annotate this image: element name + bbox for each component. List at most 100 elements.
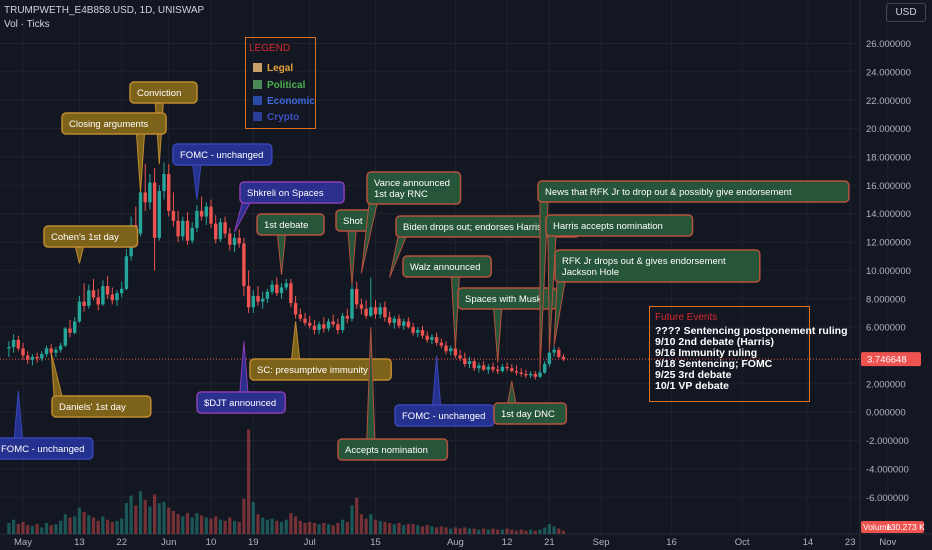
future-event-line: 10/1 VP debate xyxy=(655,380,729,392)
callout-label: 1st day RNC xyxy=(374,189,428,200)
callout-box xyxy=(493,402,568,425)
volume-bar xyxy=(420,526,425,534)
volume-bar xyxy=(336,523,340,534)
volume-bar xyxy=(557,528,561,534)
volume-bar xyxy=(284,519,288,534)
future-event-line: 9/16 Immunity ruling xyxy=(655,347,758,359)
candle-body xyxy=(505,366,509,369)
legend-item-political: Political xyxy=(253,80,305,91)
chart-header: TRUMPWETH_E4B858.USD, 1D, UNISWAP Vol · … xyxy=(4,4,204,32)
candle-body xyxy=(284,283,288,288)
candle-body xyxy=(87,290,91,306)
x-tick-label: 22 xyxy=(116,537,127,548)
y-tick-label: 26.000000 xyxy=(866,39,911,50)
volume-bar xyxy=(251,502,255,534)
x-tick-label: Aug xyxy=(447,537,464,548)
callout-box xyxy=(537,180,850,203)
x-tick-label: 16 xyxy=(666,537,677,548)
candle-body xyxy=(223,222,227,234)
volume-bar xyxy=(289,513,293,534)
volume-bar xyxy=(68,517,72,534)
volume-bar xyxy=(505,528,509,534)
volume-bar xyxy=(261,517,265,534)
volume-bar xyxy=(157,503,161,534)
volume-bar xyxy=(30,526,34,534)
volume-bar xyxy=(383,521,387,534)
volume-bar xyxy=(129,495,133,534)
callout-label: 1st debate xyxy=(264,220,308,231)
volume-bar xyxy=(59,520,63,534)
candle-body xyxy=(477,365,481,369)
volume-bar xyxy=(388,523,392,534)
volume-bar xyxy=(134,505,138,534)
candle-body xyxy=(167,173,171,211)
volume-indicator-label: Vol · Ticks xyxy=(4,19,50,30)
candle-body xyxy=(105,286,110,295)
volume-bar xyxy=(538,529,542,534)
x-tick-label: 10 xyxy=(206,537,217,548)
candle-body xyxy=(416,329,420,333)
candle-body xyxy=(481,365,486,370)
volume-bar xyxy=(561,530,566,534)
candle-body xyxy=(26,355,30,360)
candle-body xyxy=(289,283,293,304)
candle-body xyxy=(58,345,63,350)
volume-bar xyxy=(115,520,119,534)
volume-bar xyxy=(449,528,453,534)
candle-body xyxy=(397,318,401,326)
candle-body xyxy=(355,288,359,305)
volume-bar xyxy=(242,498,246,534)
callout-box xyxy=(129,81,198,104)
candle-body xyxy=(528,373,533,376)
currency-button[interactable]: USD xyxy=(886,3,926,22)
volume-bar xyxy=(190,517,194,534)
volume-bar xyxy=(369,514,373,534)
x-tick-label: 15 xyxy=(370,537,381,548)
legend-item-crypto: Crypto xyxy=(253,112,299,123)
callout-label: Walz announced xyxy=(410,262,480,273)
symbol-title: TRUMPWETH_E4B858.USD, 1D, UNISWAP xyxy=(4,5,205,16)
y-tick-label: 12.000000 xyxy=(866,238,911,249)
x-tick-label: 13 xyxy=(74,537,85,548)
volume-bar xyxy=(430,526,434,534)
future-event-line: ???? Sentencing postponement ruling xyxy=(655,325,848,337)
candle-body xyxy=(547,352,552,365)
volume-bar xyxy=(496,529,500,534)
volume-bar xyxy=(326,524,331,534)
candle-body xyxy=(326,321,331,329)
volume-bar xyxy=(223,520,227,534)
annotations-layer: Conviction Closing arguments Cohen's 1st d… xyxy=(0,81,850,461)
candle-body xyxy=(425,335,429,340)
x-tick-label: Jul xyxy=(304,537,316,548)
candle-body xyxy=(402,321,406,326)
legend-swatch-crypto xyxy=(253,112,262,121)
volume-bar xyxy=(341,519,345,534)
legend-title: LEGEND xyxy=(249,43,291,54)
callout-box xyxy=(43,225,139,248)
volume-bar xyxy=(44,523,49,534)
volume-bar xyxy=(171,510,175,534)
candle-body xyxy=(406,321,411,328)
candle-body xyxy=(298,314,302,319)
candle-body xyxy=(359,304,364,309)
x-tick-label: Sep xyxy=(593,537,610,548)
callout-box xyxy=(256,213,325,236)
candle-body xyxy=(195,210,199,228)
volume-bar xyxy=(472,528,476,534)
volume-bar xyxy=(350,505,354,534)
candle-body xyxy=(138,192,143,234)
candle-body xyxy=(420,329,425,336)
candle-body xyxy=(411,327,415,333)
candle-body xyxy=(458,355,462,359)
callout-label: Conviction xyxy=(137,88,181,99)
candle-body xyxy=(44,348,49,355)
candle-body xyxy=(350,288,354,319)
callout-box xyxy=(366,171,462,205)
volume-tag xyxy=(861,521,924,533)
volume-bar xyxy=(519,529,523,534)
y-tick-label: -6.000000 xyxy=(866,493,909,504)
callout-box xyxy=(61,112,167,135)
candle-body xyxy=(524,373,528,376)
volume-bar xyxy=(411,524,415,534)
